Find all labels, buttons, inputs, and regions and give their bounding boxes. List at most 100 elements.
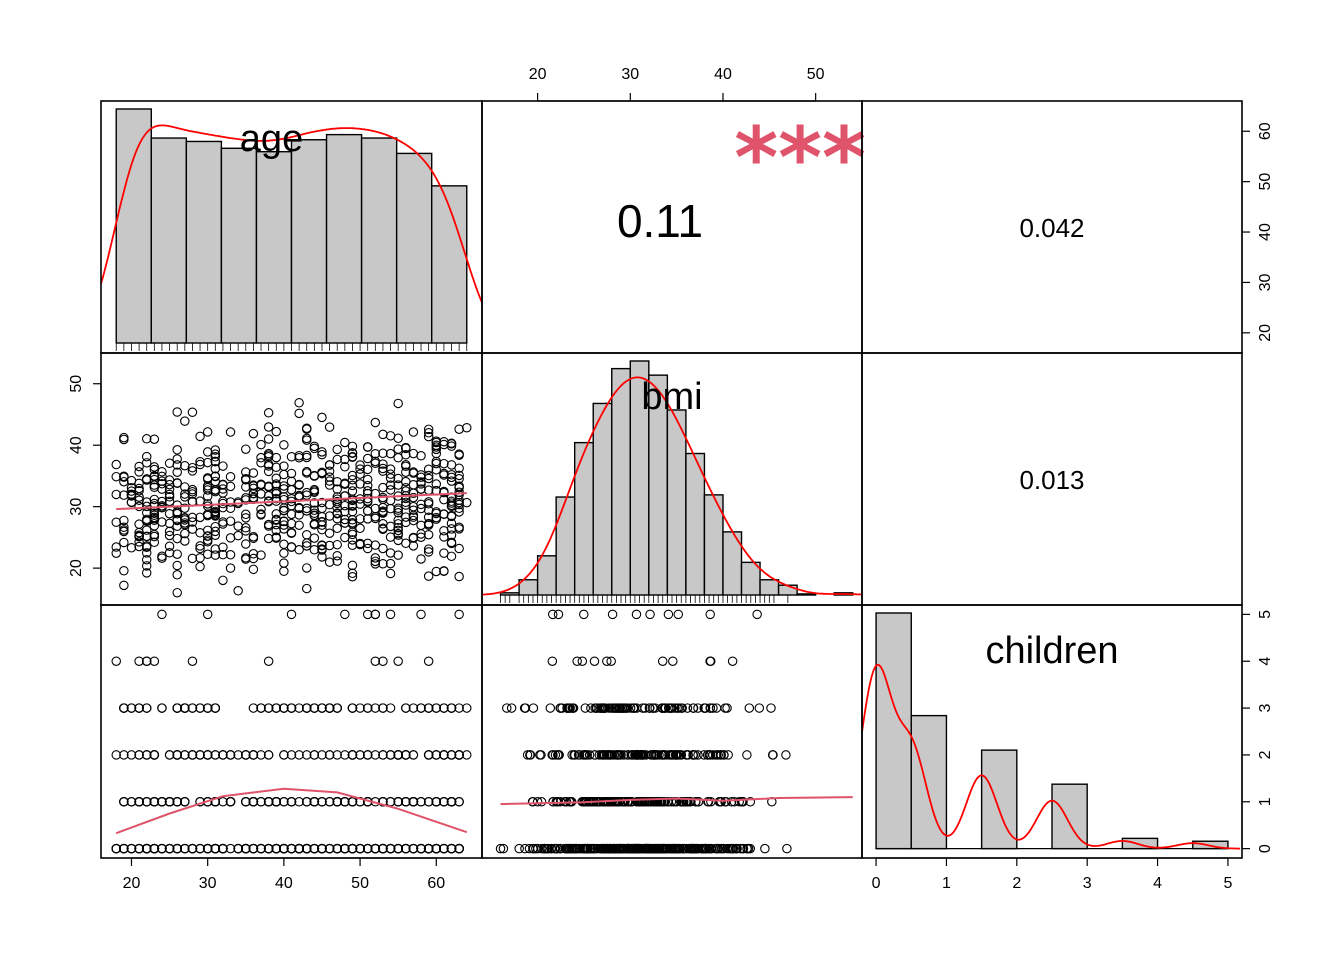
data-point [362,486,373,496]
data-point [126,497,137,507]
data-point [301,529,312,540]
hist-bar-age [115,108,152,344]
data-point [149,510,160,520]
data-point [141,458,152,468]
data-point [454,524,464,534]
data-point [401,443,411,454]
data-point [378,508,388,518]
data-point [294,503,304,514]
data-point [648,703,658,713]
fit-line-bmi_vs_age [116,492,467,511]
data-point [241,444,251,454]
data-point [172,407,182,417]
data-point [612,750,622,760]
data-point [370,843,381,854]
data-point [439,532,449,542]
data-point [187,524,198,534]
tick-label: 1 [1257,797,1274,806]
data-point [744,703,755,713]
data-point [401,750,411,760]
data-point [317,449,327,460]
data-point [600,843,610,854]
data-point [535,750,545,760]
tick-label: 40 [275,875,293,892]
data-point [454,507,464,517]
data-point [355,460,365,470]
data-point [180,703,190,713]
data-point [378,463,388,474]
data-point [378,559,388,569]
data-point [141,554,152,565]
data-point [134,467,144,477]
data-point [347,843,358,854]
data-point [347,441,358,452]
data-point [317,552,327,562]
data-point [141,703,152,713]
data-point [670,703,680,713]
data-point [579,609,589,620]
data-point [431,465,442,475]
tick-label: 20 [123,875,141,892]
data-point [195,703,205,713]
data-point [164,548,175,558]
data-point [653,843,664,854]
data-point [210,452,221,462]
data-point [149,656,160,666]
data-point [408,750,419,760]
data-point [446,797,457,807]
data-point [157,517,167,527]
data-point [705,609,715,620]
data-point [180,513,190,524]
data-point [564,843,574,854]
data-point [301,563,312,573]
data-point [301,452,312,463]
data-point [536,797,547,807]
tick-label: 60 [1257,122,1274,140]
data-point [157,467,167,477]
data-point [355,479,365,489]
data-point [210,797,221,807]
data-point [279,503,289,513]
data-point [454,571,464,582]
data-point [393,525,403,536]
data-point [286,451,297,462]
data-point [431,458,442,469]
data-point [362,609,373,620]
data-point [393,522,403,533]
data-point [172,570,182,580]
data-point [134,843,144,854]
data-point [495,843,506,854]
data-point [401,797,411,807]
data-point [362,843,373,854]
data-point [401,703,411,713]
data-point [638,750,649,760]
data-point [279,520,289,530]
data-point [423,797,434,807]
tick-label: 50 [351,875,369,892]
data-point [340,518,350,528]
correlation-value-bmi-children: 0.013 [1019,465,1084,495]
data-point [738,797,748,807]
hist-bar-children [910,714,948,850]
data-point [317,545,327,555]
data-point [332,550,342,561]
data-point [202,535,213,545]
data-point [454,750,464,760]
data-point [705,656,715,666]
data-point [362,474,373,485]
data-point [506,703,517,713]
data-point [700,843,711,854]
hist-bar-age [360,137,398,344]
data-point [286,750,297,760]
data-point [385,469,396,479]
data-point [332,476,342,487]
data-point [202,703,213,713]
data-point [263,797,274,807]
data-point [604,843,615,854]
data-point [385,448,396,459]
data-point [301,433,312,444]
data-point [248,843,259,854]
tick-label: 30 [199,875,217,892]
data-point [431,479,442,489]
data-point [385,532,396,542]
